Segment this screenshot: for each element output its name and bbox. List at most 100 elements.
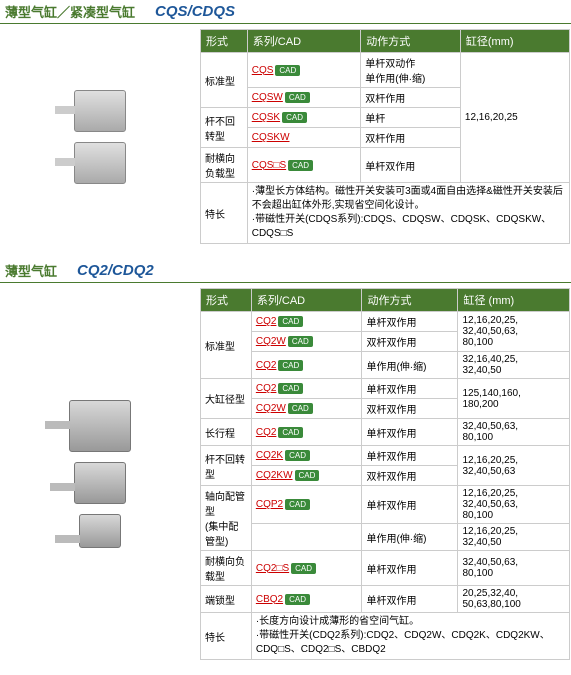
form-cell: 轴向配管型(集中配管型) <box>201 486 252 551</box>
cad-badge[interactable]: CAD <box>278 316 303 327</box>
table-row: 轴向配管型(集中配管型)CQP2CAD单杆双作用12,16,20,25,32,4… <box>201 486 570 524</box>
cad-badge[interactable]: CAD <box>288 160 313 171</box>
table-row: CQ2CAD单作用(伸·缩)32,16,40,25,32,40,50 <box>201 352 570 379</box>
cylinder-icon <box>79 514 121 548</box>
cad-badge[interactable]: CAD <box>278 383 303 394</box>
content-row: 形式系列/CAD动作方式缸径 (mm)标准型CQ2CAD单杆双作用12,16,2… <box>0 288 571 660</box>
series-link[interactable]: CQ2W <box>256 336 286 347</box>
feature-row: 特长·薄型长方体结构。磁性开关安装可3面或4面自由选择&磁性开关安装后不会超出缸… <box>201 183 570 244</box>
title-row: 薄型气缸 CQ2/CDQ2 <box>0 259 571 283</box>
series-cell: CQ2CAD <box>251 312 362 332</box>
bore-cell: 125,140,160,180,200 <box>458 379 570 419</box>
series-link[interactable]: CQ2W <box>256 403 286 414</box>
series-link[interactable]: CQS <box>252 65 274 76</box>
series-link[interactable]: CQSKW <box>252 132 290 143</box>
cad-badge[interactable]: CAD <box>285 594 310 605</box>
cad-badge[interactable]: CAD <box>295 470 320 481</box>
series-link[interactable]: CQ2KW <box>256 470 293 481</box>
cad-badge[interactable]: CAD <box>285 92 310 103</box>
action-cell: 单杆双作用 <box>362 312 458 332</box>
series-cell: CQSKCAD <box>247 108 361 128</box>
series-cell: CQ2WCAD <box>251 399 362 419</box>
bore-cell: 12,16,20,25 <box>460 53 569 183</box>
bore-cell: 12,16,20,25,32,40,50,63,80,100 <box>458 486 570 524</box>
title-cn: 薄型气缸 <box>5 261 57 280</box>
col-header: 形式 <box>201 289 252 312</box>
series-link[interactable]: CQ2□S <box>256 563 289 574</box>
feature-row: 特长·长度方向设计成薄形的省空间气缸。·带磁性开关(CDQ2系列):CDQ2、C… <box>201 613 570 660</box>
table-row: 标准型CQ2CAD单杆双作用12,16,20,25,32,40,50,63,80… <box>201 312 570 332</box>
title-en: CQS/CDQS <box>155 3 235 20</box>
table-row: 端锁型CBQ2CAD单杆双作用20,25,32,40,50,63,80,100 <box>201 586 570 613</box>
feature-text: ·长度方向设计成薄形的省空间气缸。·带磁性开关(CDQ2系列):CDQ2、CDQ… <box>251 613 569 660</box>
cylinder-icon <box>69 400 131 452</box>
cad-badge[interactable]: CAD <box>282 112 307 123</box>
feature-label: 特长 <box>201 613 252 660</box>
bore-cell: 20,25,32,40,50,63,80,100 <box>458 586 570 613</box>
series-cell: CQ2KCAD <box>251 446 362 466</box>
bore-cell: 12,16,20,25,32,40,50,63 <box>458 446 570 486</box>
form-cell: 长行程 <box>201 419 252 446</box>
bore-cell: 32,16,40,25,32,40,50 <box>458 352 570 379</box>
series-cell: CQ2CAD <box>251 379 362 399</box>
action-cell: 双杆双作用 <box>362 466 458 486</box>
form-cell: 标准型 <box>201 53 248 108</box>
series-link[interactable]: CQSW <box>252 92 283 103</box>
action-cell: 单杆双作用 <box>362 551 458 586</box>
series-link[interactable]: CQP2 <box>256 499 283 510</box>
cad-badge[interactable]: CAD <box>278 360 303 371</box>
series-link[interactable]: CQ2 <box>256 427 277 438</box>
bore-cell: 12,16,20,25,32,40,50,63,80,100 <box>458 312 570 352</box>
spec-table-cqs: 形式系列/CAD动作方式缸径(mm)标准型CQSCAD单杆双动作单作用(伸·缩)… <box>200 29 570 244</box>
cad-badge[interactable]: CAD <box>285 499 310 510</box>
series-link[interactable]: CQ2K <box>256 450 283 461</box>
title-en: CQ2/CDQ2 <box>77 262 154 279</box>
series-cell: CQS□SCAD <box>247 148 361 183</box>
feature-label: 特长 <box>201 183 248 244</box>
table-row: 大缸径型CQ2CAD单杆双作用125,140,160,180,200 <box>201 379 570 399</box>
section-cq2: 薄型气缸 CQ2/CDQ2 形式系列/CAD动作方式缸径 (mm)标准型CQ2C… <box>0 259 571 660</box>
series-cell: CQSKW <box>247 128 361 148</box>
bore-cell: 12,16,20,25,32,40,50 <box>458 524 570 551</box>
action-cell: 单杆双作用 <box>362 379 458 399</box>
title-cn: 薄型气缸／紧凑型气缸 <box>5 2 135 21</box>
col-header: 动作方式 <box>362 289 458 312</box>
table-row: 杆不回转型CQ2KCAD单杆双作用12,16,20,25,32,40,50,63 <box>201 446 570 466</box>
cad-badge[interactable]: CAD <box>285 450 310 461</box>
series-link[interactable]: CBQ2 <box>256 594 283 605</box>
form-cell: 标准型 <box>201 312 252 379</box>
series-link[interactable]: CQS□S <box>252 160 286 171</box>
action-cell: 单杆双动作单作用(伸·缩) <box>361 53 461 88</box>
action-cell: 单杆双作用 <box>362 586 458 613</box>
series-cell: CQP2CAD <box>251 486 362 524</box>
cad-badge[interactable]: CAD <box>288 336 313 347</box>
action-cell: 单作用(伸·缩) <box>362 352 458 379</box>
series-link[interactable]: CQ2 <box>256 316 277 327</box>
series-cell: CQSWCAD <box>247 88 361 108</box>
content-row: 形式系列/CAD动作方式缸径(mm)标准型CQSCAD单杆双动作单作用(伸·缩)… <box>0 29 571 244</box>
series-link[interactable]: CQ2 <box>256 383 277 394</box>
cad-badge[interactable]: CAD <box>288 403 313 414</box>
cad-badge[interactable]: CAD <box>275 65 300 76</box>
col-header: 形式 <box>201 30 248 53</box>
form-cell: 端锁型 <box>201 586 252 613</box>
cad-badge[interactable]: CAD <box>291 563 316 574</box>
product-image-col <box>0 288 200 660</box>
feature-text: ·薄型长方体结构。磁性开关安装可3面或4面自由选择&磁性开关安装后不会超出缸体外… <box>247 183 569 244</box>
series-link[interactable]: CQSK <box>252 112 280 123</box>
action-cell: 单杆双作用 <box>361 148 461 183</box>
table-row: 标准型CQSCAD单杆双动作单作用(伸·缩)12,16,20,25 <box>201 53 570 88</box>
cad-badge[interactable]: CAD <box>278 427 303 438</box>
cylinder-icon <box>74 462 126 504</box>
table-row: 耐横向负载型CQ2□SCAD单杆双作用32,40,50,63,80,100 <box>201 551 570 586</box>
action-cell: 双杆双作用 <box>362 332 458 352</box>
action-cell: 单杆双作用 <box>362 486 458 524</box>
series-cell: CQ2CAD <box>251 352 362 379</box>
series-cell: CQ2CAD <box>251 419 362 446</box>
table-row: 长行程CQ2CAD单杆双作用32,40,50,63,80,100 <box>201 419 570 446</box>
series-cell: CQ2□SCAD <box>251 551 362 586</box>
series-link[interactable]: CQ2 <box>256 360 277 371</box>
table-row: 单作用(伸·缩)12,16,20,25,32,40,50 <box>201 524 570 551</box>
series-cell: CBQ2CAD <box>251 586 362 613</box>
bore-cell: 32,40,50,63,80,100 <box>458 551 570 586</box>
